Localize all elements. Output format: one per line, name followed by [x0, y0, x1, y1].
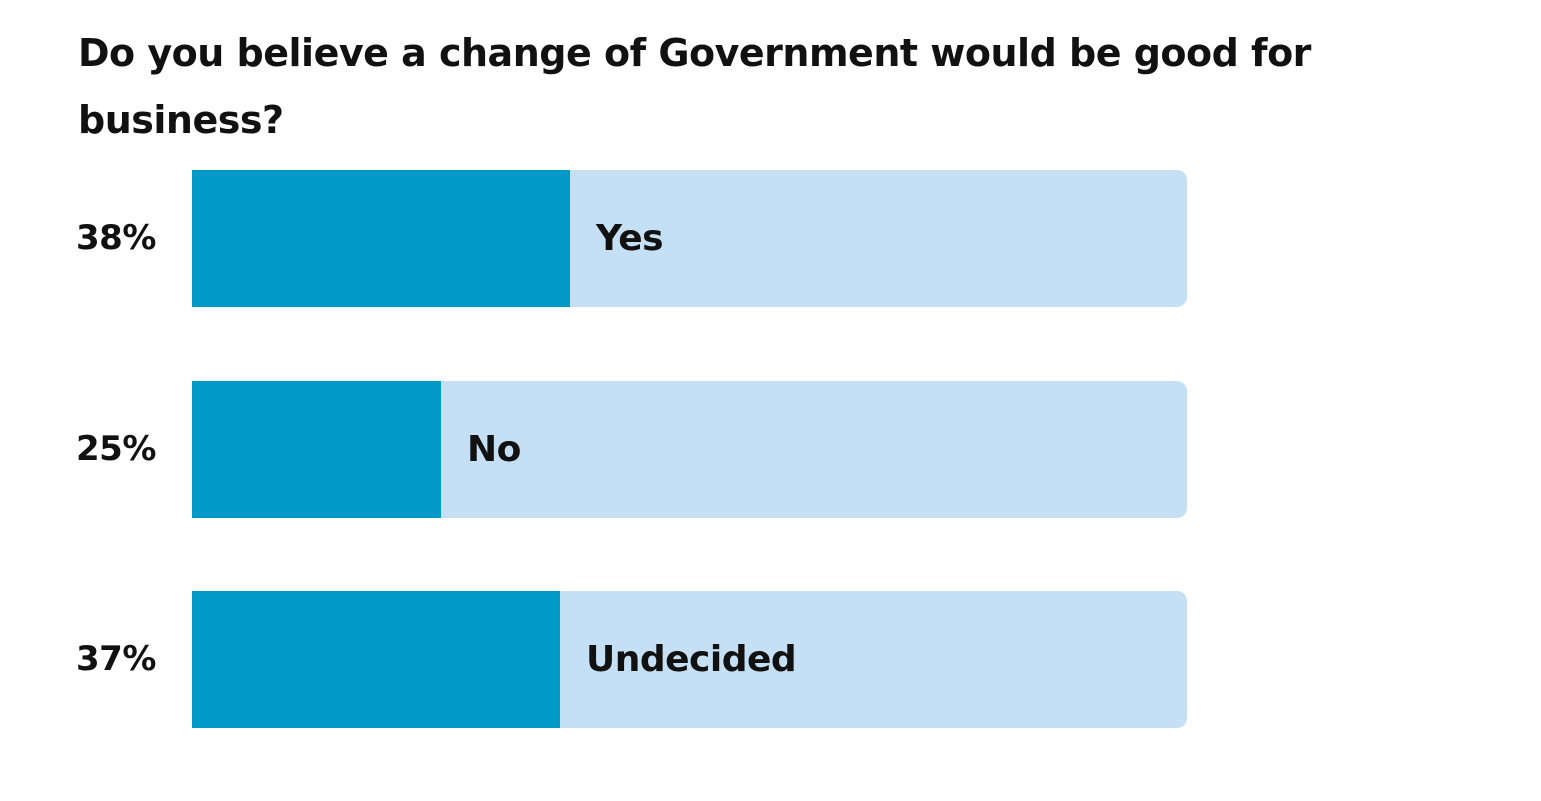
bar-track: No	[192, 381, 1187, 518]
bar-track: Yes	[192, 170, 1187, 307]
chart-title: Do you believe a change of Government wo…	[78, 31, 1311, 142]
bar-category-label: Undecided	[586, 639, 797, 680]
bar	[192, 170, 570, 307]
bar-value-label: 25%	[76, 429, 156, 469]
bar	[192, 381, 441, 518]
bar-value-label: 37%	[76, 639, 156, 679]
bar-category-label: Yes	[596, 218, 664, 259]
bar-track: Undecided	[192, 591, 1187, 728]
bar-category-label: No	[467, 429, 521, 470]
bar	[192, 591, 560, 728]
bar-value-label: 38%	[76, 218, 156, 258]
bar-row: 37% Undecided	[0, 591, 1200, 728]
bar-row: 38% Yes	[0, 170, 1200, 307]
bar-row: 25% No	[0, 381, 1200, 518]
